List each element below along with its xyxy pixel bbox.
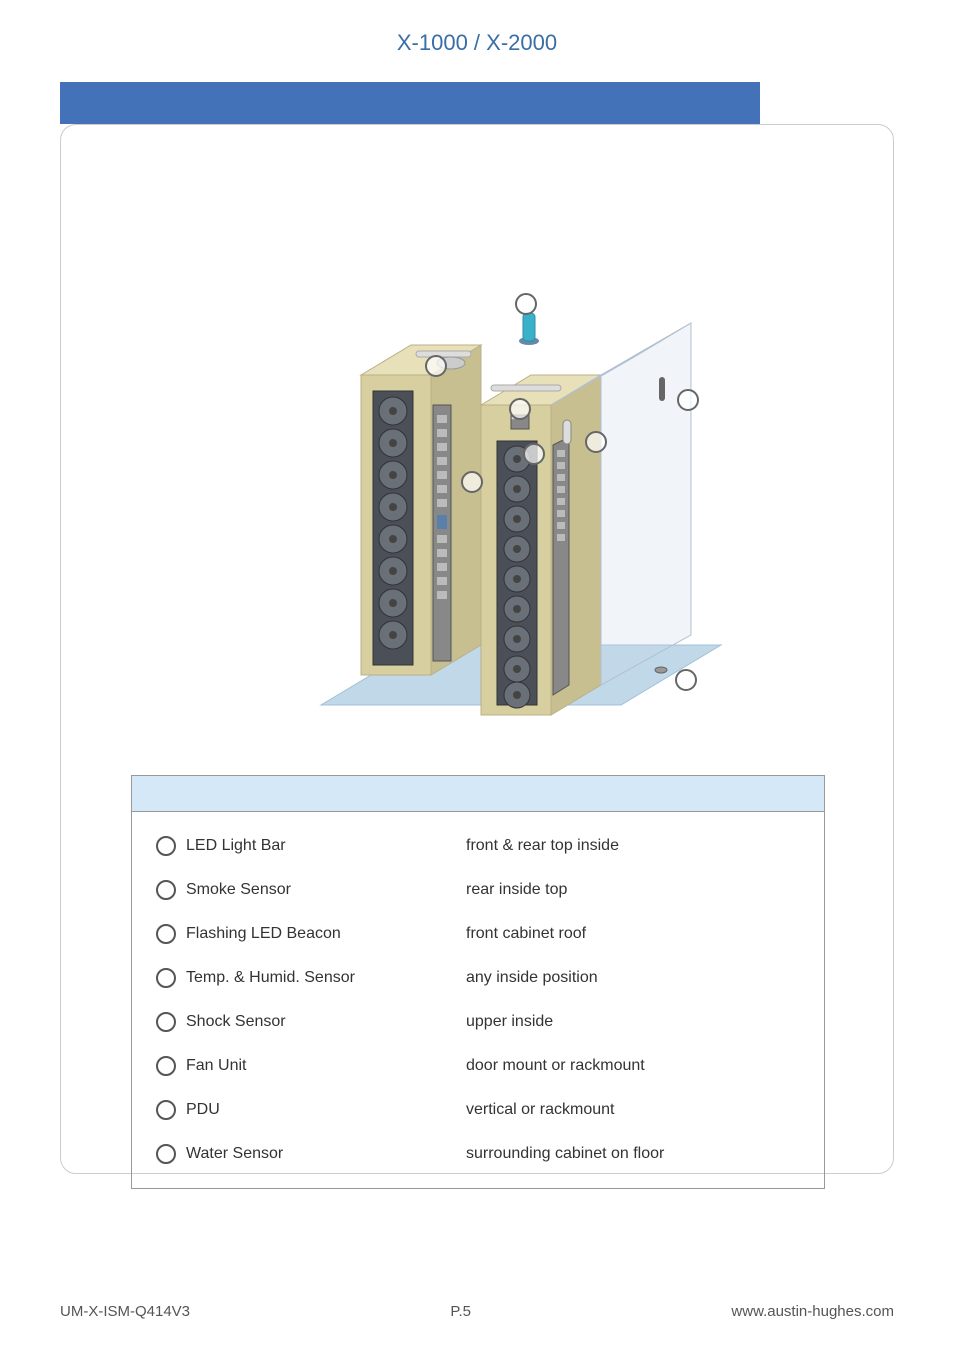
circle-marker-icon	[156, 1056, 176, 1076]
legend-header	[132, 776, 824, 812]
fan-unit-door	[659, 377, 665, 401]
legend-name: Water Sensor	[186, 1145, 466, 1163]
legend-position: upper inside	[466, 1013, 810, 1031]
legend-marker-cell	[146, 1012, 186, 1032]
legend-name: Fan Unit	[186, 1057, 466, 1075]
legend-name: Temp. & Humid. Sensor	[186, 969, 466, 987]
legend-marker-cell	[146, 1056, 186, 1076]
led-light-bar-front	[491, 385, 561, 391]
cabinet-diagram	[61, 145, 895, 745]
legend-name: Smoke Sensor	[186, 881, 466, 899]
led-light-bar-rear	[416, 351, 471, 357]
temp-humid-sensor	[563, 420, 571, 444]
circle-marker-icon	[156, 1012, 176, 1032]
legend-table: LED Light Bar front & rear top inside Sm…	[131, 775, 825, 1189]
legend-body: LED Light Bar front & rear top inside Sm…	[132, 812, 824, 1188]
fan-unit-front	[497, 441, 537, 708]
circle-marker-icon	[156, 836, 176, 856]
footer-page-number: P.5	[450, 1303, 471, 1320]
legend-row: Shock Sensor upper inside	[132, 1000, 824, 1044]
page-title: X-1000 / X-2000	[0, 30, 954, 56]
legend-position: rear inside top	[466, 881, 810, 899]
legend-name: LED Light Bar	[186, 837, 466, 855]
page-footer: UM-X-ISM-Q414V3 P.5 www.austin-hughes.co…	[60, 1303, 894, 1320]
callout-marker	[523, 443, 545, 465]
water-sensor	[655, 667, 667, 673]
circle-marker-icon	[156, 1100, 176, 1120]
legend-name: Shock Sensor	[186, 1013, 466, 1031]
pdu-front	[553, 437, 569, 695]
circle-marker-icon	[156, 880, 176, 900]
legend-marker-cell	[146, 968, 186, 988]
legend-position: door mount or rackmount	[466, 1057, 810, 1075]
legend-marker-cell	[146, 924, 186, 944]
legend-marker-cell	[146, 836, 186, 856]
glass-side	[601, 323, 691, 685]
main-panel: LED Light Bar front & rear top inside Sm…	[60, 124, 894, 1174]
callout-marker	[585, 431, 607, 453]
legend-marker-cell	[146, 1144, 186, 1164]
legend-row: Flashing LED Beacon front cabinet roof	[132, 912, 824, 956]
circle-marker-icon	[156, 924, 176, 944]
legend-row: LED Light Bar front & rear top inside	[132, 824, 824, 868]
footer-doc-id: UM-X-ISM-Q414V3	[60, 1303, 190, 1320]
flashing-led-beacon	[519, 313, 539, 345]
callout-marker	[509, 398, 531, 420]
legend-position: any inside position	[466, 969, 810, 987]
legend-position: surrounding cabinet on floor	[466, 1145, 810, 1163]
legend-row: Fan Unit door mount or rackmount	[132, 1044, 824, 1088]
footer-url: www.austin-hughes.com	[731, 1303, 894, 1320]
legend-position: front & rear top inside	[466, 837, 810, 855]
callout-marker	[461, 471, 483, 493]
callout-marker	[425, 355, 447, 377]
callout-marker	[675, 669, 697, 691]
header-bar	[60, 82, 760, 124]
circle-marker-icon	[156, 1144, 176, 1164]
rear-panel	[361, 345, 481, 675]
cabinet-svg	[61, 145, 895, 745]
legend-name: Flashing LED Beacon	[186, 925, 466, 943]
legend-marker-cell	[146, 880, 186, 900]
legend-row: Temp. & Humid. Sensor any inside positio…	[132, 956, 824, 1000]
legend-marker-cell	[146, 1100, 186, 1120]
circle-marker-icon	[156, 968, 176, 988]
legend-position: vertical or rackmount	[466, 1101, 810, 1119]
legend-row: PDU vertical or rackmount	[132, 1088, 824, 1132]
front-panel	[481, 375, 601, 715]
pdu-rear	[433, 405, 451, 661]
fan-unit-rear	[373, 391, 413, 665]
legend-position: front cabinet roof	[466, 925, 810, 943]
legend-row: Water Sensor surrounding cabinet on floo…	[132, 1132, 824, 1176]
callout-marker	[677, 389, 699, 411]
callout-marker	[515, 293, 537, 315]
legend-name: PDU	[186, 1101, 466, 1119]
legend-row: Smoke Sensor rear inside top	[132, 868, 824, 912]
